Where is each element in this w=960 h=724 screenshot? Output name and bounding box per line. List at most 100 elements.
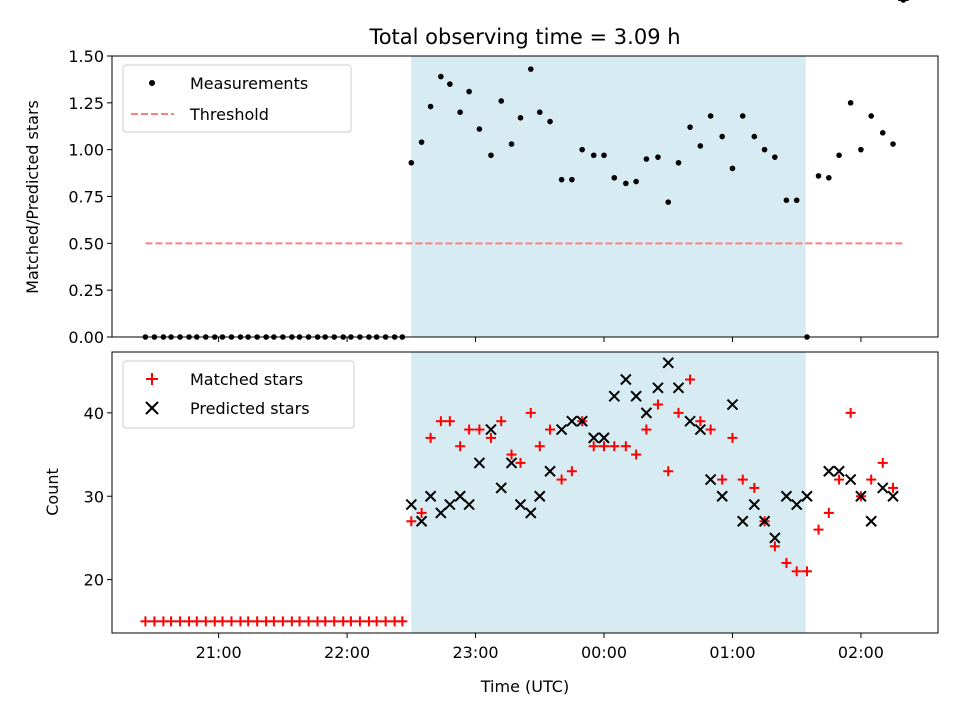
matched-star-point [781, 557, 792, 568]
x-tick-label: 23:00 [452, 643, 498, 662]
top-legend: Measurements Threshold [122, 64, 352, 133]
predicted-star-point [652, 382, 664, 394]
matched-star-point [425, 432, 436, 443]
predicted-star-point [748, 498, 761, 511]
predicted-star-point [855, 490, 867, 502]
bottom-legend-box [122, 360, 355, 429]
predicted-star-point [454, 490, 466, 502]
measurement-point [427, 103, 434, 110]
predicted-star-point [833, 465, 845, 477]
predicted-star-point [588, 432, 600, 444]
measurement-point [447, 81, 453, 87]
matched-star-point [474, 424, 485, 435]
predicted-star-point [505, 457, 518, 469]
predicted-star-point [435, 507, 447, 519]
top-y-tick-label: 1.50 [68, 47, 104, 66]
top-y-axis-label: Matched/Predicted stars [23, 100, 42, 294]
bottom-shaded-span [411, 352, 806, 633]
predicted-star-point [704, 473, 717, 486]
predicted-star-point [620, 373, 632, 386]
measurement-point [517, 115, 524, 121]
measurement-point [590, 152, 597, 159]
measurement-point [739, 113, 746, 119]
predicted-star-point [780, 490, 793, 502]
predicted-star-point [877, 482, 889, 494]
predicted-star-point [415, 515, 428, 527]
measurement-point [826, 174, 832, 181]
bottom-x-ticks: 21:00 22:00 23:00 00:00 01:00 02:00 [196, 633, 884, 662]
measurement-point [836, 152, 842, 159]
measurement-point [418, 139, 425, 145]
matched-star-point [652, 399, 663, 410]
matched-star-point [294, 616, 305, 627]
predicted-star-point [865, 515, 877, 527]
predicted-star-point [576, 415, 588, 427]
matched-star-point [727, 432, 738, 443]
predicted-star-point [758, 515, 771, 527]
matched-star-point [620, 441, 631, 452]
matched-star-point [191, 616, 202, 627]
predicted-star-point [485, 423, 497, 436]
predicted-star-point [525, 507, 537, 519]
predicted-star-point [473, 457, 486, 469]
measurement-point [815, 173, 822, 179]
predicted-star-point [534, 490, 546, 502]
predicted-star-point [463, 498, 475, 511]
matched-star-point [149, 616, 160, 627]
matched-star-point [845, 407, 856, 418]
measurement-point [879, 130, 886, 136]
measurement-point [558, 176, 565, 183]
predicted-star-point [608, 390, 620, 402]
measurement-point [793, 197, 800, 204]
matched-star-point [737, 474, 748, 485]
matched-star-point [599, 441, 610, 452]
measurement-point [579, 146, 585, 153]
predicted-star-point [694, 423, 707, 436]
measurement-point [675, 159, 682, 166]
measurement-point [536, 109, 543, 115]
legend-matched-label: Matched stars [190, 370, 303, 389]
matched-star-point [749, 482, 760, 493]
matched-star-point [534, 441, 545, 452]
predicted-star-point [844, 473, 857, 486]
measurement-point [466, 88, 472, 95]
matched-star-point [588, 441, 599, 452]
top-y-tick-label: 0.50 [68, 234, 104, 253]
matched-star-point [813, 524, 824, 535]
measurement-point [890, 141, 896, 147]
measurement-point [438, 73, 444, 80]
matched-star-point [695, 416, 706, 427]
bottom-y-axis-label: Count [43, 468, 62, 516]
chart-title: Total observing time = 3.09 h [368, 25, 680, 49]
measurement-point [569, 176, 575, 183]
x-axis-label: Time (UTC) [480, 677, 569, 696]
matched-star-point [641, 424, 652, 435]
matched-star-point [769, 541, 780, 552]
matched-star-point [354, 616, 365, 627]
measurement-point [601, 152, 607, 159]
measurement-point [457, 109, 463, 115]
x-tick-label: 01:00 [709, 643, 755, 662]
matched-star-point [320, 616, 331, 627]
top-shaded-span [411, 56, 806, 337]
matched-star-point [243, 616, 254, 627]
matched-star-point [823, 507, 834, 518]
predicted-star-point [544, 465, 556, 477]
legend-matched-marker [146, 373, 158, 385]
measurement-point [643, 156, 650, 162]
top-y-tick-label: 0.00 [68, 328, 104, 347]
matched-star-point [545, 424, 556, 435]
predicted-star-point [726, 398, 739, 411]
predicted-star-point [801, 490, 813, 502]
measurement-point [498, 98, 505, 104]
top-y-tick-label: 1.00 [68, 141, 104, 160]
measurement-point [772, 154, 778, 160]
matched-star-point [717, 474, 728, 485]
measurement-point [847, 100, 854, 106]
top-y-ticks: 0.00 0.25 0.50 0.75 1.00 1.25 1.50 [68, 47, 112, 347]
matched-star-point [631, 449, 642, 460]
legend-threshold-label: Threshold [189, 105, 269, 124]
matched-star-point [866, 474, 877, 485]
predicted-star-point [424, 490, 437, 502]
top-plot-frame [111, 55, 939, 338]
